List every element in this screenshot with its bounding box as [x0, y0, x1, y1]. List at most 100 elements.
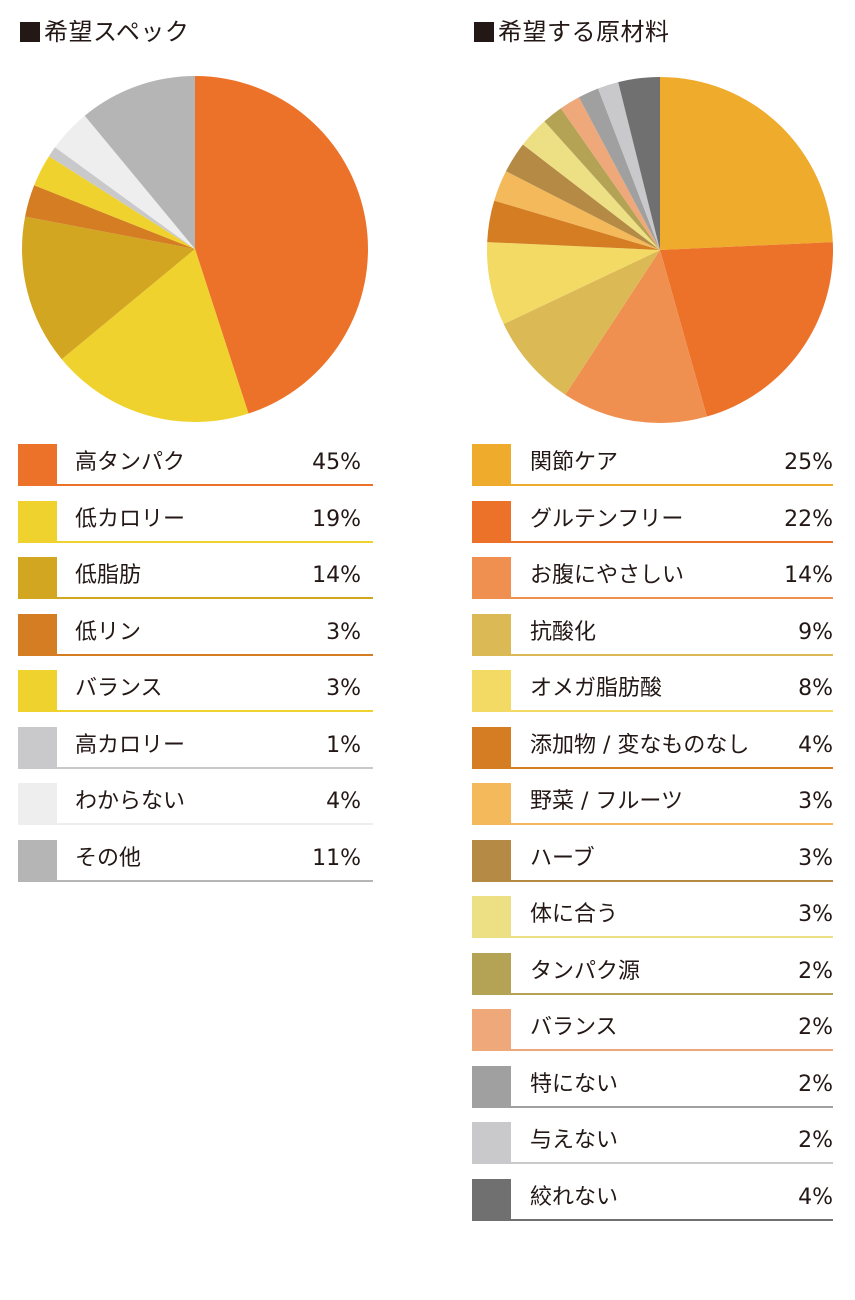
legend-swatch [472, 1178, 511, 1219]
pie-slice [55, 115, 195, 249]
legend-swatch [472, 1065, 511, 1106]
legend-label: 抗酸化 [530, 619, 597, 645]
legend-label: 低リン [75, 619, 142, 645]
legend-swatch [472, 1009, 511, 1049]
legend-item: 与えない 2% [472, 1122, 833, 1179]
legend-item: その他 11% [18, 839, 373, 897]
legend-value: 25% [784, 450, 833, 475]
legend-label: わからない [75, 789, 186, 814]
legend-value: 4% [798, 732, 833, 758]
legend-item: 絞れない 4% [472, 1178, 833, 1236]
legend-underline [18, 879, 373, 882]
legend-swatch [18, 500, 57, 541]
pie-slice [494, 171, 660, 250]
legend-swatch [472, 1122, 511, 1162]
legend-label: 低脂肪 [75, 563, 142, 588]
pie-slice [660, 77, 833, 250]
legend-value: 2% [798, 1015, 833, 1040]
legend-swatch [18, 839, 57, 880]
legend-label: ハーブ [530, 845, 595, 871]
legend-underline [472, 1162, 833, 1164]
legend-value: 11% [312, 845, 361, 871]
pie-slice [560, 97, 660, 250]
legend-value: 1% [326, 732, 361, 758]
legend-underline [472, 710, 833, 712]
legend-underline [18, 540, 373, 543]
square-bullet-icon [20, 22, 40, 42]
pie-chart-spec [21, 76, 368, 422]
legend-swatch [472, 783, 511, 823]
chart-title-ingredients: 希望する原材料 [474, 12, 670, 47]
chart-title-text: 希望スペック [44, 18, 190, 46]
pie-slice [48, 147, 196, 249]
legend-item: 抗酸化 9% [472, 613, 833, 671]
legend-item: オメガ脂肪酸 8% [472, 670, 833, 727]
legend-label: オメガ脂肪酸 [530, 676, 663, 701]
pie-slice [503, 250, 660, 395]
legend-value: 2% [798, 1071, 833, 1097]
legend-underline [472, 653, 833, 656]
legend-item: 体に合う 3% [472, 896, 833, 953]
legend-label: 特にない [530, 1071, 619, 1097]
legend-underline [18, 766, 373, 769]
legend-item: ハーブ 3% [472, 839, 833, 897]
pie-chart-ingredients [486, 77, 834, 423]
legend-value: 19% [312, 506, 361, 532]
legend-item: タンパク源 2% [472, 952, 833, 1010]
legend-underline [18, 823, 373, 825]
legend-underline [472, 1049, 833, 1051]
legend-swatch [472, 839, 511, 880]
legend-label: 関節ケア [530, 450, 619, 475]
pie-slice [544, 108, 660, 250]
legend-underline [472, 936, 833, 938]
legend-label: 低カロリー [75, 506, 186, 532]
pie-slice [487, 200, 660, 250]
legend-swatch [18, 783, 57, 823]
legend-underline [472, 992, 833, 995]
legend-swatch [472, 557, 511, 597]
legend-item: 関節ケア 25% [472, 444, 833, 501]
legend-label: 高タンパク [75, 450, 186, 475]
pie-slice [195, 76, 368, 414]
legend-underline [472, 540, 833, 543]
legend-item: 低脂肪 14% [18, 557, 373, 614]
legend-swatch [18, 557, 57, 597]
pie-slice [618, 77, 660, 250]
legend-value: 3% [326, 676, 361, 701]
legend-swatch [472, 952, 511, 993]
pie-slice [522, 121, 660, 250]
legend-underline [18, 653, 373, 656]
legend-label: 体に合う [530, 902, 619, 927]
legend-swatch [18, 613, 57, 654]
legend-item: バランス 2% [472, 1009, 833, 1066]
square-bullet-icon [474, 22, 494, 42]
legend-label: グルテンフリー [530, 506, 684, 532]
legend-value: 2% [798, 1128, 833, 1153]
pie-slice [61, 249, 249, 422]
legend-label: 与えない [530, 1128, 619, 1153]
legend-value: 14% [312, 563, 361, 588]
legend-value: 4% [326, 789, 361, 814]
legend-underline [472, 1105, 833, 1108]
legend-item: 高カロリー 1% [18, 726, 373, 784]
legend-swatch [472, 500, 511, 541]
legend-ingredients: 関節ケア 25% グルテンフリー 22% お腹にやさしい 14% 抗酸化 9% オメガ脂肪酸 8%… [472, 444, 833, 1235]
legend-label: その他 [75, 845, 142, 871]
pie-slice [84, 76, 195, 249]
legend-item: 野菜 / フルーツ 3% [472, 783, 833, 840]
legend-item: 低リン 3% [18, 613, 373, 671]
pie-slice [660, 242, 834, 417]
legend-value: 22% [784, 506, 833, 532]
legend-swatch [18, 444, 57, 484]
legend-value: 8% [798, 676, 833, 701]
pie-slice [486, 242, 660, 325]
legend-label: 絞れない [530, 1184, 619, 1210]
pie-slice [505, 144, 660, 250]
legend-item: バランス 3% [18, 670, 373, 727]
legend-label: バランス [530, 1015, 618, 1040]
pie-slice [25, 185, 196, 249]
legend-label: 野菜 / フルーツ [530, 789, 683, 814]
pie-slice [565, 250, 707, 423]
legend-underline [18, 597, 373, 599]
pie-slice [34, 156, 196, 249]
